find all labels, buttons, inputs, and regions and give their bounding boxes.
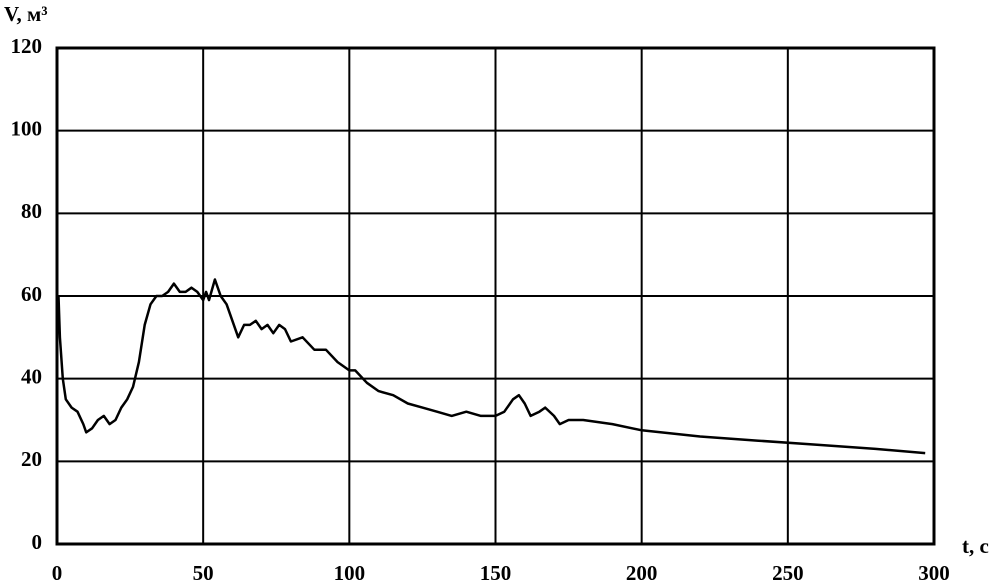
data-line	[57, 278, 926, 455]
x-tick-label: 250	[772, 561, 804, 585]
y-tick-label: 100	[11, 116, 43, 140]
y-tick-label: 60	[21, 282, 42, 306]
y-tick-label: 120	[11, 34, 43, 58]
x-tick-label: 300	[918, 561, 950, 585]
x-axis-label: t, с	[962, 534, 989, 558]
y-tick-label: 80	[21, 199, 42, 223]
x-tick-label: 100	[334, 561, 366, 585]
x-tick-label: 50	[193, 561, 214, 585]
y-tick-label: 40	[21, 364, 42, 388]
y-tick-label: 20	[21, 447, 42, 471]
y-axis-label: V, м³	[4, 2, 48, 26]
x-tick-label: 150	[480, 561, 512, 585]
x-tick-label: 0	[52, 561, 63, 585]
plot-frame	[55, 46, 936, 546]
x-tick-label: 200	[626, 561, 658, 585]
y-tick-label: 0	[32, 530, 43, 554]
